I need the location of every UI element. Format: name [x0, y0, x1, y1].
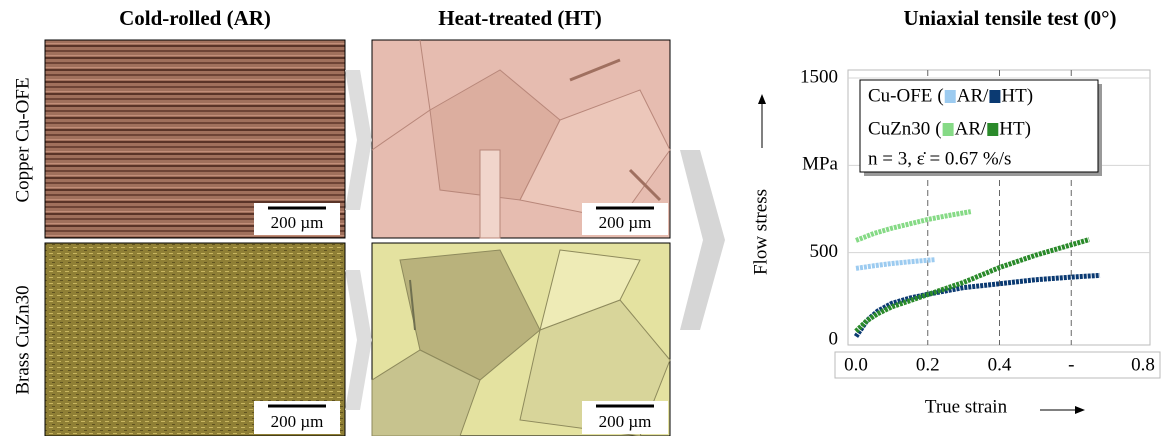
scale-bar: 200 µm	[254, 401, 340, 434]
legend-punct: (	[937, 85, 943, 106]
annotation: n = 3, ε̇ = 0.67 %/s	[868, 148, 1011, 169]
scale-label: 200 µm	[271, 412, 324, 431]
scale-label: 200 µm	[599, 213, 652, 232]
column-title: Heat-treated (HT)	[438, 6, 601, 30]
chevron	[680, 150, 725, 330]
legend-swatch	[987, 123, 998, 136]
x-tick-label: 0.2	[916, 354, 940, 375]
legend-punct: (	[935, 118, 941, 139]
row-label: Brass CuZn30	[12, 285, 33, 394]
x-axis-label: True strain	[925, 396, 1008, 417]
y-tick-label: 1500	[800, 66, 838, 87]
row-label: Copper Cu-OFE	[12, 77, 33, 202]
chevron	[345, 270, 372, 410]
x-tick-label: 0.8	[1131, 354, 1155, 375]
legend-swatch	[943, 123, 954, 136]
scale-label: 200 µm	[599, 412, 652, 431]
figure: Cold-rolled (AR) Heat-treated (HT) Coppe…	[0, 0, 1167, 436]
axis-arrow	[1075, 406, 1085, 414]
y-tick-label: 0	[829, 328, 839, 349]
legend-swatch	[989, 90, 1000, 103]
column-title: Cold-rolled (AR)	[119, 6, 271, 30]
chevron	[345, 70, 372, 210]
legend-label: AR	[957, 85, 984, 106]
x-tick-label: 0.4	[988, 354, 1012, 375]
legend-label: AR	[955, 118, 982, 139]
scale-bar: 200 µm	[582, 203, 668, 235]
scale-bar: 200 µm	[582, 401, 668, 434]
y-tick-label: 500	[810, 241, 839, 262]
scale-label: 200 µm	[271, 213, 324, 232]
x-tick-label: 0.0	[844, 354, 868, 375]
legend-punct: )	[1025, 118, 1031, 139]
legend-group: CuZn30	[868, 118, 930, 139]
legend-label: HT	[1001, 85, 1027, 106]
y-tick-label: MPa	[802, 154, 838, 175]
scale-bar: 200 µm	[254, 203, 340, 235]
legend-punct: )	[1027, 85, 1033, 106]
legend-swatch	[945, 90, 956, 103]
axis-arrow	[758, 94, 766, 104]
legend-label: HT	[999, 118, 1025, 139]
legend-punct: /	[983, 85, 989, 106]
legend-group: Cu-OFE	[868, 85, 932, 106]
y-axis-label: Flow stress	[750, 189, 771, 275]
x-tick-label: -	[1068, 354, 1074, 375]
legend-punct: /	[981, 118, 987, 139]
chart-title: Uniaxial tensile test (0°)	[903, 6, 1116, 30]
